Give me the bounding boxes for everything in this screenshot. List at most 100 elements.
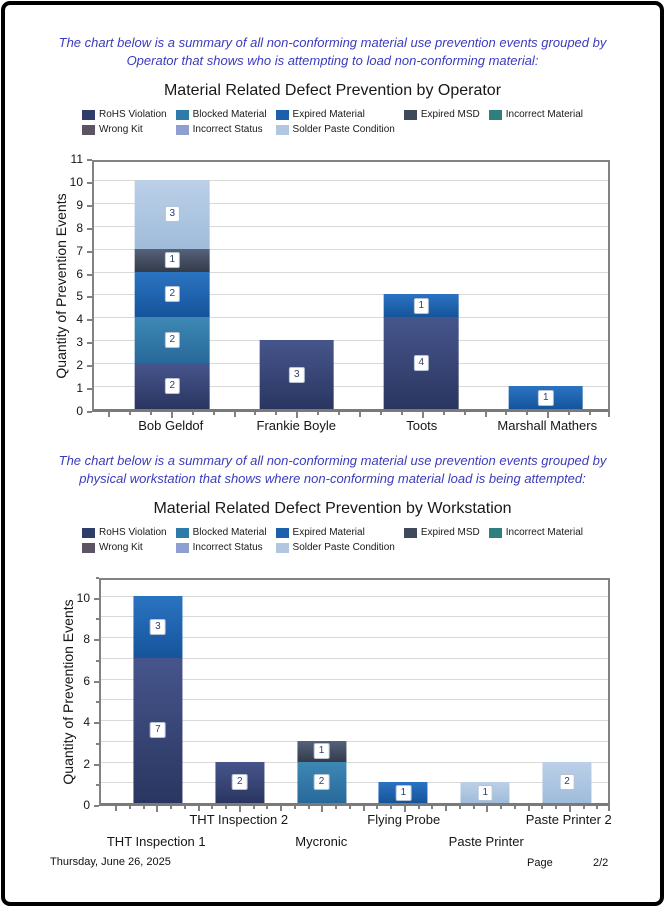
bar-segment-expired-material: 1 [383,294,459,318]
x-axis-tick [170,806,172,809]
gridline [94,294,608,296]
bar-segment-expired-material: 2 [134,271,210,318]
bar-segment-expired-material: 1 [508,386,584,409]
bar-value-label: 3 [164,206,181,223]
legend-swatch-icon [81,542,95,553]
x-axis-tick [338,412,341,415]
bar-value-label: 2 [313,774,330,791]
legend-item-expired-material: Expired Material [275,109,395,120]
x-axis-tick [307,806,310,809]
bar-segment-expired-material: 1 [378,782,428,803]
legend-item-blocked-material: Blocked Material [175,109,267,120]
x-axis-tick [280,806,282,811]
x-axis-tick [238,806,241,812]
y-axis-tick [87,204,92,207]
x-axis-tick [197,806,200,811]
x-axis-tick [400,412,403,415]
y-axis-tick [87,411,92,413]
x-axis-tick [596,806,599,809]
y-axis-tick [87,273,92,276]
bar-segment-expired-msd: 1 [134,248,210,272]
legend-swatch-icon [175,527,189,538]
y-axis-tick-label: 3 [76,335,83,350]
y-axis-tick-label: 10 [76,590,90,605]
description-line: The chart below is a summary of all non-… [58,453,607,468]
legend-swatch-icon [175,124,189,135]
y-axis-tick [96,659,99,662]
footer-page-number: 2/2 [593,857,609,869]
legend-operator: RoHS Violation Blocked Material Expired Ma… [0,109,665,135]
stacked-bar-frankie-boyle: 3 [259,340,335,409]
x-axis-tick [293,806,296,809]
x-axis-tick [233,412,236,417]
description-line: physical workstation that shows where no… [79,471,586,486]
legend-swatch-icon [175,109,189,120]
bar-value-label: 2 [559,774,575,791]
legend-swatch-icon [81,527,95,538]
bar-segment-rohs-violation: 2 [134,363,210,409]
x-category-label-paste-printer: Paste Printer [448,834,524,849]
category-slot-frankie-boyle: 3 [235,162,360,409]
x-axis-tick [321,806,324,812]
x-axis-tick [417,806,420,809]
x-axis-tick [442,412,445,415]
x-axis-tick [362,806,365,811]
x-axis-tick [403,806,406,812]
x-axis-tick [608,412,610,417]
y-axis-tick-label: 6 [83,673,90,688]
bar-segment-solder-paste-condition: 3 [134,179,210,249]
x-axis-tick [568,806,571,812]
x-category-label-marshall-mathers: Marshall Mathers [497,418,598,433]
legend-label: RoHS Violation [98,527,167,538]
x-axis-tick [526,412,529,415]
legend-item-expired-msd: Expired MSD [403,109,480,120]
bar-value-label: 2 [164,378,181,395]
y-axis-tick [87,365,92,368]
y-axis-tick [87,250,92,253]
gridline [94,386,608,388]
gridline [94,202,608,204]
x-axis-tick [170,412,173,418]
x-axis-tick [541,806,544,809]
legend-label: Solder Paste Condition [292,542,395,553]
x-axis-tick [156,806,159,812]
legend-item-expired-msd: Expired MSD [403,527,480,538]
bar-segment-rohs-violation: 7 [133,657,183,803]
bar-value-label: 1 [477,784,493,801]
x-axis-tick [472,806,475,809]
bar-value-label: 7 [150,722,166,739]
legend-swatch-icon [275,542,289,553]
x-axis-tick [458,806,461,809]
x-axis-tick [335,806,337,809]
chart-title-workstation: Material Related Defect Prevention by Wo… [153,500,512,517]
y-axis-tick [94,722,99,725]
bar-value-label: 2 [231,774,248,791]
legend-item-incorrect-material: Incorrect Material [488,527,583,538]
stacked-bar-flying-probe: 1 [378,782,428,803]
x-axis-tick [555,806,557,809]
gridline [101,616,608,618]
legend-item-blocked-material: Blocked Material [175,527,267,538]
legend-item-wrong-kit: Wrong Kit [81,124,167,135]
x-category-label-paste-printer-2: Paste Printer 2 [525,812,612,827]
x-axis-tick [505,412,508,415]
legend-label: Expired MSD [420,527,480,538]
y-axis-tick [96,784,99,787]
bar-segment-solder-paste-condition: 1 [460,782,510,803]
x-axis-tick [463,412,466,415]
y-axis-tick-label: 0 [76,404,83,418]
legend-label: RoHS Violation [98,109,167,120]
x-axis-tick [128,412,131,415]
footer-date: Thursday, June 26, 2025 [50,856,171,868]
bar-segment-blocked-material: 2 [134,317,210,364]
x-axis-tick [379,412,382,415]
legend-item-incorrect-material: Incorrect Material [488,109,583,120]
legend-label: Blocked Material [192,109,267,120]
bar-value-label: 1 [313,743,330,760]
